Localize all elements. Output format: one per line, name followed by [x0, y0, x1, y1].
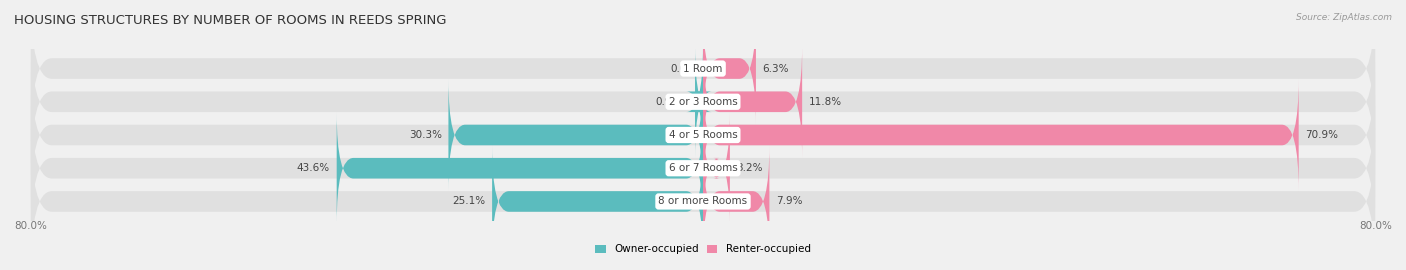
Text: 43.6%: 43.6% — [297, 163, 330, 173]
FancyBboxPatch shape — [449, 79, 703, 191]
Text: HOUSING STRUCTURES BY NUMBER OF ROOMS IN REEDS SPRING: HOUSING STRUCTURES BY NUMBER OF ROOMS IN… — [14, 14, 447, 26]
Text: 80.0%: 80.0% — [1360, 221, 1392, 231]
Text: 1 Room: 1 Room — [683, 63, 723, 73]
Text: 80.0%: 80.0% — [14, 221, 46, 231]
FancyBboxPatch shape — [686, 46, 711, 158]
Text: 4 or 5 Rooms: 4 or 5 Rooms — [669, 130, 737, 140]
Text: 11.8%: 11.8% — [808, 97, 842, 107]
FancyBboxPatch shape — [492, 145, 703, 258]
FancyBboxPatch shape — [703, 79, 1299, 191]
Text: 70.9%: 70.9% — [1305, 130, 1339, 140]
FancyBboxPatch shape — [703, 46, 803, 158]
FancyBboxPatch shape — [703, 112, 730, 224]
Text: 30.3%: 30.3% — [409, 130, 441, 140]
Text: 2 or 3 Rooms: 2 or 3 Rooms — [669, 97, 737, 107]
Text: 25.1%: 25.1% — [453, 197, 485, 207]
Text: 8 or more Rooms: 8 or more Rooms — [658, 197, 748, 207]
FancyBboxPatch shape — [31, 0, 1375, 141]
Text: 6.3%: 6.3% — [762, 63, 789, 73]
FancyBboxPatch shape — [703, 145, 769, 258]
Text: Source: ZipAtlas.com: Source: ZipAtlas.com — [1296, 14, 1392, 22]
FancyBboxPatch shape — [31, 129, 1375, 270]
Text: 0.95%: 0.95% — [655, 97, 689, 107]
FancyBboxPatch shape — [31, 96, 1375, 241]
FancyBboxPatch shape — [31, 29, 1375, 174]
FancyBboxPatch shape — [31, 62, 1375, 208]
FancyBboxPatch shape — [703, 12, 756, 125]
Text: 3.2%: 3.2% — [737, 163, 763, 173]
Legend: Owner-occupied, Renter-occupied: Owner-occupied, Renter-occupied — [595, 244, 811, 254]
Text: 7.9%: 7.9% — [776, 197, 803, 207]
Text: 6 or 7 Rooms: 6 or 7 Rooms — [669, 163, 737, 173]
Text: 0.0%: 0.0% — [671, 63, 696, 73]
FancyBboxPatch shape — [336, 112, 703, 224]
